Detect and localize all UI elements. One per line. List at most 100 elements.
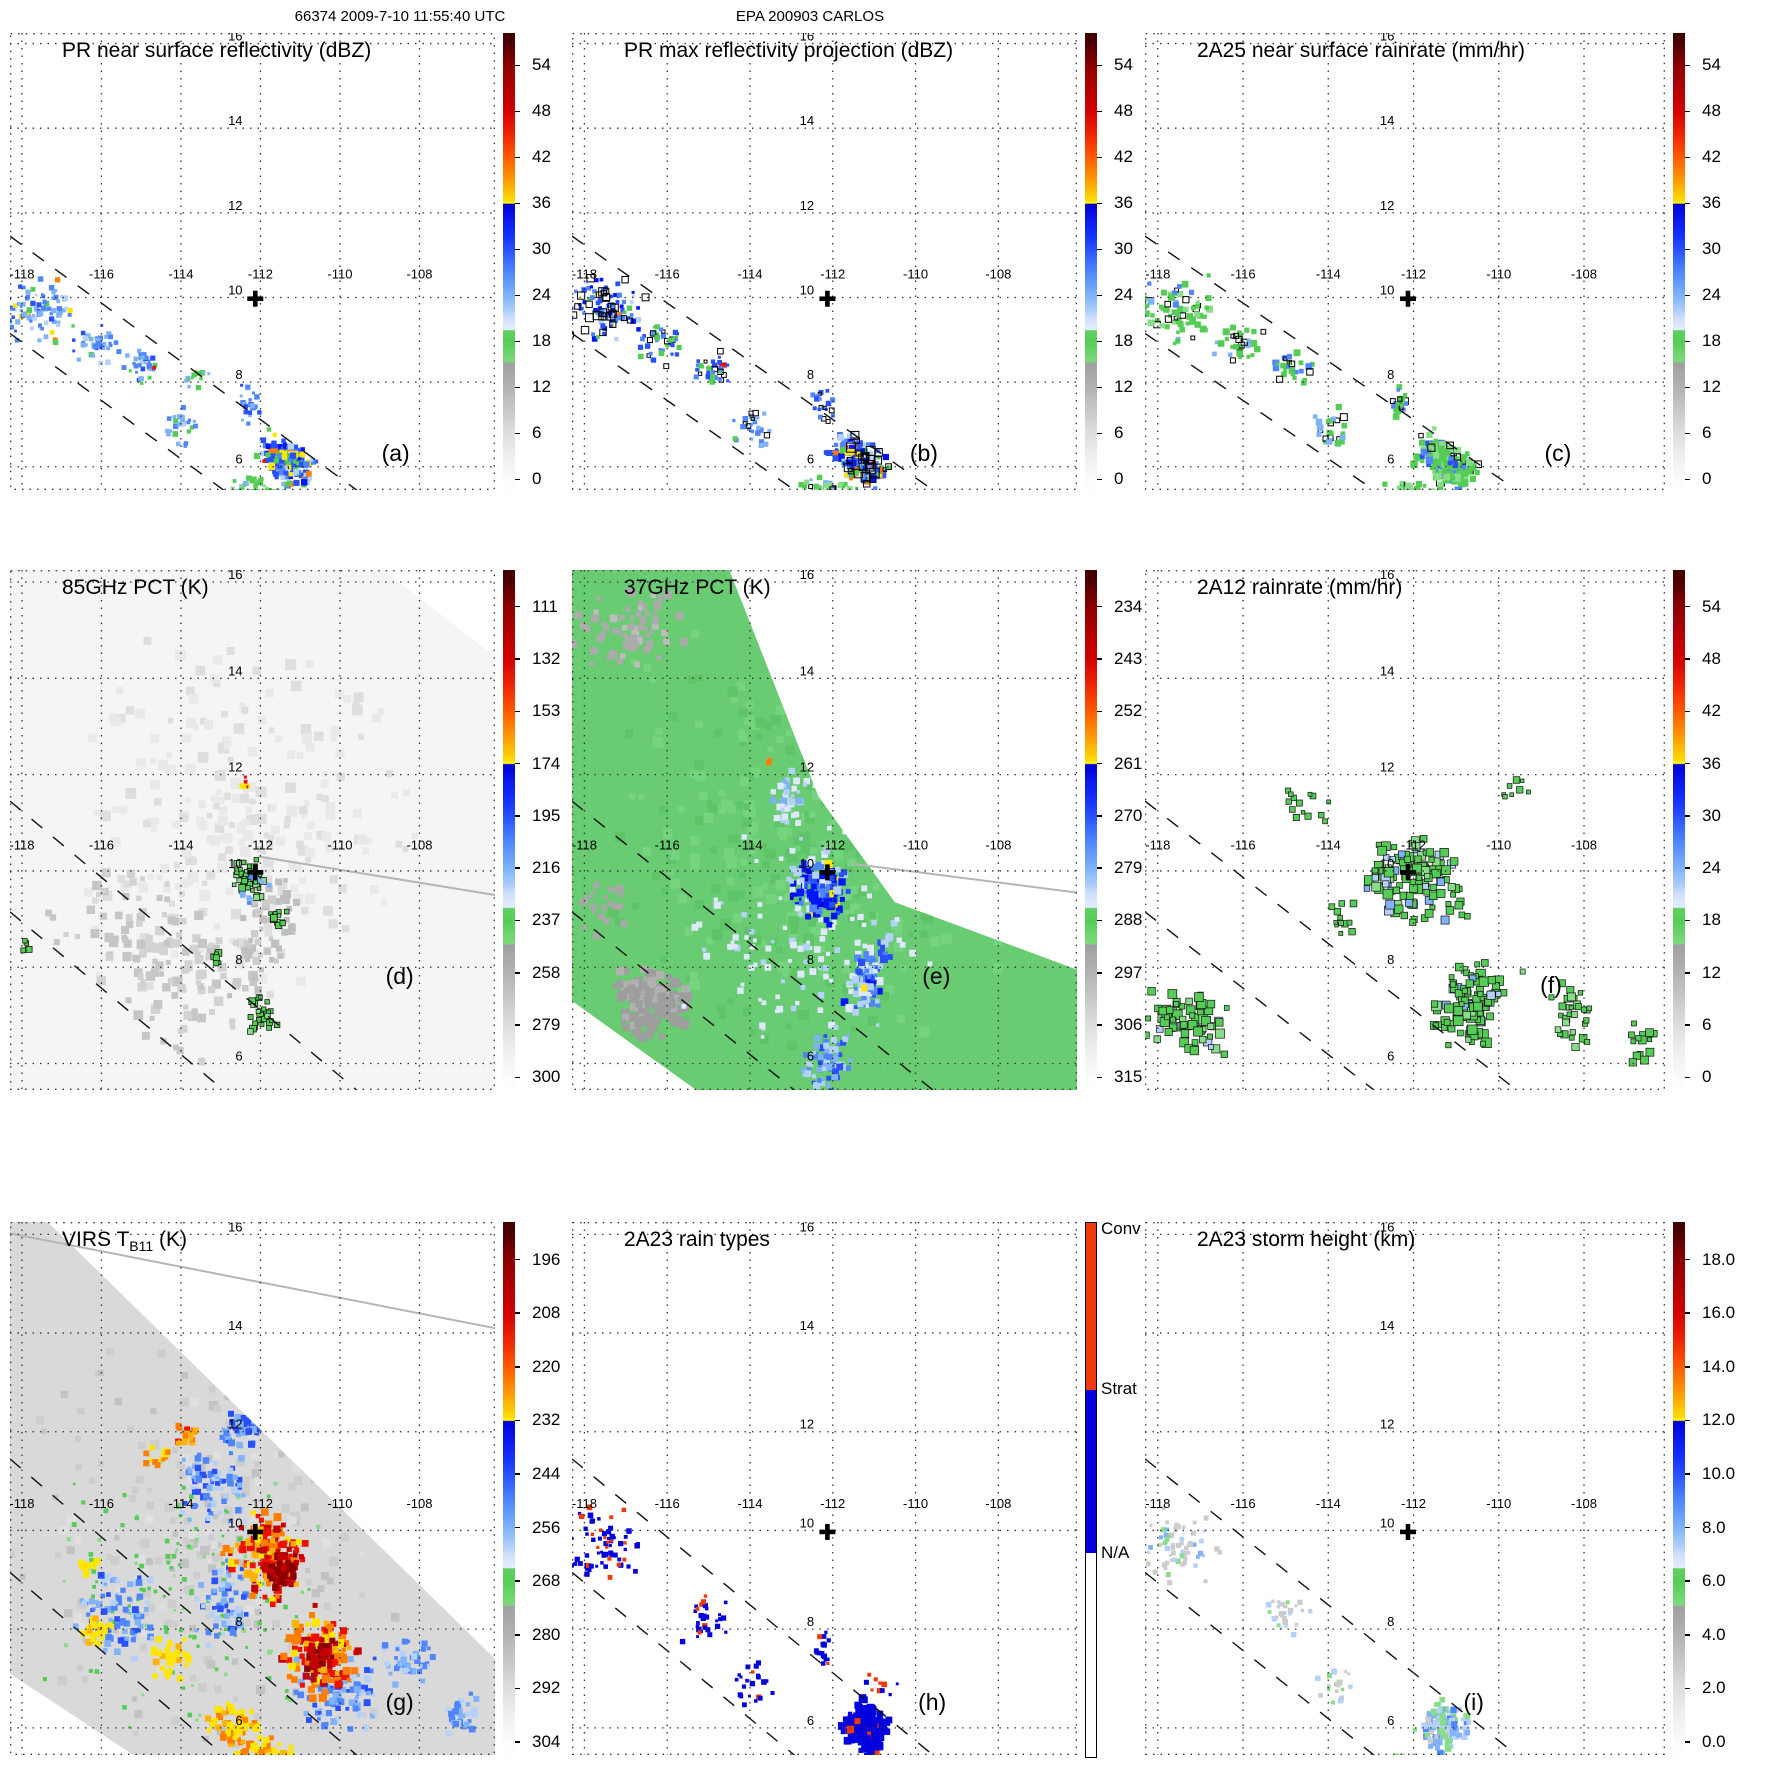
panel-letter: (c): [1544, 440, 1572, 467]
swath-edge-lines: [1145, 235, 1518, 490]
colorbar-tick-label: 54: [532, 55, 551, 75]
colorbar-tick: [1685, 386, 1690, 388]
colorbar-tick-label: 36: [1114, 193, 1133, 213]
colorbar-tick: [515, 919, 520, 922]
colorbar-tick: [1097, 658, 1102, 660]
colorbar-tick: [1685, 710, 1690, 712]
colorbar-tick-label: 16.0: [1702, 1303, 1736, 1323]
lat-tick-label: 8: [1387, 367, 1394, 382]
colorbar-tick: [515, 972, 520, 974]
colorbar-tick: [515, 1024, 520, 1026]
colorbar-tick-label: 270: [1114, 805, 1143, 825]
colorbar-tick-label: 237: [532, 910, 561, 930]
lon-tick-label: -114: [1316, 837, 1341, 852]
colorbar-gradient: [1673, 33, 1685, 493]
lon-tick-label: -118: [10, 266, 34, 281]
colorbar-tick: [1685, 156, 1690, 158]
panel-letter: (d): [385, 962, 414, 989]
lat-tick-label: 10: [800, 856, 814, 871]
colorbar-tick-label: 42: [1702, 147, 1721, 167]
colorbar-tick: [515, 1580, 520, 1582]
lat-tick-label: 12: [1380, 198, 1394, 213]
map-virs-tb11: -118 -116 -114 -112 -110 -108 16 14 12 10 8 6: [10, 1222, 495, 1755]
colorbar-tick: [1097, 386, 1102, 388]
colorbar-tick: [1685, 340, 1690, 342]
lon-tick-label: -110: [327, 1496, 352, 1511]
lon-tick-label: -112: [820, 1496, 845, 1511]
storm-center-marker: [1399, 864, 1416, 881]
colorbar-tick-label: 30: [1702, 805, 1721, 825]
colorbar-gradient: [1673, 570, 1685, 1093]
title-text: VIRS T: [62, 1228, 130, 1251]
panel-letter: (b): [909, 440, 938, 467]
colorbar-tick-label: 18.0: [1702, 1249, 1736, 1269]
colorbar-tick: [1097, 294, 1102, 296]
colorbar-tick: [1097, 432, 1102, 434]
colorbar-tick-label: 252: [1114, 701, 1143, 721]
swath-edge-lines: [572, 1458, 935, 1755]
swath-edge-lines: [10, 235, 358, 490]
lon-tick-label: -116: [655, 266, 680, 281]
lat-tick-label: 12: [1380, 760, 1394, 775]
colorbar-tick-label: 8.0: [1702, 1517, 1726, 1537]
colorbar-tick-label: 12: [1114, 377, 1133, 397]
panel-2a23-storm-height: -118 -116 -114 -112 -110 -108 16 14 12 10 8 6 2A23 …: [1145, 1222, 1755, 1765]
map-2a23-rain-types: -118 -116 -114 -112 -110 -108 16 14 12 10 8 6: [572, 1222, 1077, 1755]
colorbar-tick-label: 18: [1702, 331, 1721, 351]
lat-tick-label: 8: [807, 1614, 814, 1629]
colorbar-tick: [1685, 658, 1690, 660]
colorbar-tick-label: 54: [1702, 596, 1721, 616]
axis-labels: -118 -116 -114 -112 -110 -108 16 14 12 10 8 6: [10, 570, 432, 1064]
colorbar-tick-label: 261: [1114, 753, 1143, 773]
data-field: [20, 637, 418, 1066]
panel-letter: (e): [922, 962, 951, 989]
lon-tick-label: -114: [168, 837, 193, 852]
colorbar-tick-label: 48: [1702, 648, 1721, 668]
colorbar-tick-label: 220: [532, 1356, 561, 1376]
colorbar-rainrate: 54 48 42 36 30 24 18 12 6 0: [1673, 570, 1755, 1093]
lat-tick-label: 10: [228, 282, 242, 297]
graticule: [572, 570, 1077, 1090]
colorbar-tick-label: 315: [1114, 1067, 1143, 1087]
colorbar-tick: [1685, 110, 1690, 112]
lat-tick-label: 8: [1387, 1614, 1394, 1629]
panel-title: 2A23 storm height (km): [1197, 1228, 1416, 1251]
raintype-segment-label: Strat: [1101, 1379, 1137, 1399]
colorbar-tick: [515, 1419, 520, 1422]
lat-tick-label: 6: [235, 1713, 242, 1728]
lon-tick-label: -118: [1145, 266, 1170, 281]
colorbar-tick: [1097, 762, 1102, 765]
data-field: [572, 274, 892, 490]
axis-labels: -118 -116 -114 -112 -110 -108 16 14 12 10 8 6: [572, 570, 1011, 1064]
lat-tick-label: 8: [807, 952, 814, 967]
graticule: [10, 570, 495, 1090]
lon-tick-label: -114: [737, 1496, 762, 1511]
colorbar-tick-label: 12: [532, 377, 551, 397]
raintype-segment: [1086, 1553, 1096, 1757]
lon-tick-label: -114: [1316, 1496, 1341, 1511]
storm-center-marker: [247, 864, 264, 881]
panel-letter: (i): [1463, 1689, 1484, 1716]
colorbar-37ghz-pct: 234 243 252 261 270 279 288 297 306 315: [1085, 570, 1167, 1093]
lon-tick-label: -118: [10, 837, 34, 852]
axis-labels: -118 -116 -114 -112 -110 -108 16 14 12 10 8 6: [1145, 1222, 1597, 1728]
colorbar-tick: [515, 1258, 520, 1261]
colorbar-tick: [1685, 919, 1690, 922]
lat-tick-label: 14: [228, 113, 242, 128]
colorbar-tick-label: 195: [532, 805, 561, 825]
colorbar-tick-label: 279: [1114, 858, 1143, 878]
colorbar-tick-label: 42: [1702, 701, 1721, 721]
lat-tick-label: 14: [1380, 663, 1394, 678]
panel-pr-near-surface-reflectivity: -118 -116 -114 -112 -110 -108 16 14 12 10 8 6 PR ne…: [10, 33, 585, 500]
lon-tick-label: -114: [1316, 266, 1341, 281]
colorbar-gradient: [1673, 1222, 1685, 1758]
axis-labels: -118 -116 -114 -112 -110 -108 16 14 12 10 8 6: [10, 33, 432, 467]
colorbar-tick-label: 24: [1702, 858, 1721, 878]
storm-center-marker: [1399, 1523, 1416, 1540]
colorbar-tick-label: 10.0: [1702, 1463, 1736, 1483]
colorbar-tick: [515, 867, 520, 869]
lat-tick-label: 16: [228, 570, 242, 582]
title-text: (K): [153, 1228, 187, 1251]
swath-edge-lines: [572, 800, 935, 1090]
lon-tick-label: -110: [327, 837, 352, 852]
